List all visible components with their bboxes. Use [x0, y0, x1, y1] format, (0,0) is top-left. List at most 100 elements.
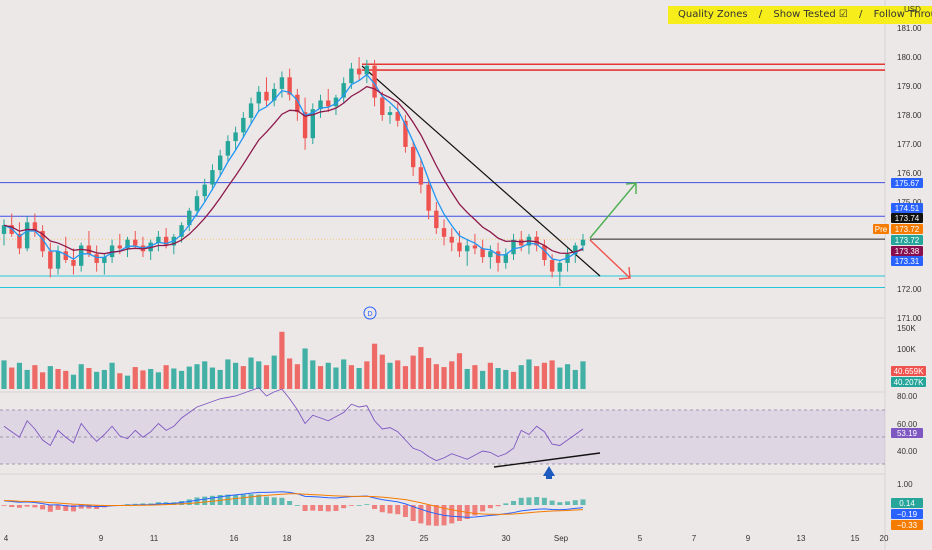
rsi-tick-label: 80.00 [897, 392, 918, 401]
bearish-arrow-head [618, 266, 631, 280]
price-badge: 173.74 [895, 214, 920, 223]
quality-zones-label[interactable]: Quality Zones [678, 9, 748, 20]
candle-body [163, 236, 169, 246]
time-tick-label: 16 [230, 534, 239, 543]
volume-bar [518, 365, 524, 389]
price-tick-label: 175.00 [897, 198, 922, 207]
volume-bar [202, 361, 208, 389]
macd-histogram-bar [503, 503, 509, 505]
trend-drawings[interactable] [361, 65, 637, 479]
volume-bar [557, 367, 563, 389]
volume-bar [124, 375, 131, 389]
volume-bar [348, 365, 354, 389]
volume-bar [456, 353, 463, 389]
macd-histogram-bar [426, 505, 432, 526]
volume-bar [163, 365, 169, 389]
macd-histogram-bar [480, 505, 486, 512]
candle-body [410, 146, 416, 168]
volume-bar [441, 367, 447, 389]
volume-bar [132, 367, 138, 389]
volume-bar [402, 366, 409, 389]
macd-histogram-bar [140, 503, 146, 505]
candle-body [225, 141, 231, 156]
candle-body [264, 91, 269, 101]
candle-body [256, 91, 261, 104]
time-tick-label: 9 [746, 534, 751, 543]
candle-body [102, 257, 107, 263]
candle-body [403, 120, 408, 147]
event-marker-icon[interactable] [363, 306, 377, 320]
macd-badge-bg [891, 509, 923, 519]
macd-histogram-bar [132, 503, 138, 505]
volume-bar [356, 368, 362, 389]
macd-histogram-bar [565, 501, 571, 505]
rsi-band [0, 410, 885, 464]
candle-body [279, 77, 285, 89]
macd-histogram-bar [186, 499, 192, 505]
macd-badge: 0.14 [899, 499, 915, 508]
price-badge: 175.67 [895, 179, 920, 188]
volume-bar [364, 361, 370, 389]
candle-body [495, 251, 501, 263]
candle-body [40, 231, 45, 252]
volume-bar [24, 369, 30, 389]
macd-histogram-bar [233, 494, 239, 505]
time-tick-label: 5 [638, 534, 643, 543]
event-marker-label: D [367, 311, 372, 318]
macd-histogram-bar [287, 501, 293, 505]
volume-bar [63, 370, 69, 389]
macd-histogram-bar [402, 505, 408, 517]
downtrend-line[interactable] [361, 65, 601, 277]
macd-histogram-bar [433, 505, 439, 526]
macd-badge: −0.19 [897, 510, 918, 519]
volume-bar [78, 364, 84, 389]
show-tested-toggle[interactable]: Show Tested ☑ [773, 9, 848, 20]
volume-bar [317, 366, 324, 389]
time-tick-label: 23 [366, 534, 375, 543]
volume-bar [117, 373, 123, 389]
volume-bar [148, 368, 154, 389]
volume-bar [209, 367, 216, 389]
macd-histogram-bar [580, 499, 586, 505]
volume-bar [395, 360, 401, 389]
candle-body [287, 77, 292, 95]
follow-through-toggle[interactable]: Follow Through ☑ [873, 9, 932, 20]
up-arrow-marker [543, 466, 555, 476]
macd-histogram-bar [16, 505, 22, 508]
candle-body [79, 245, 84, 266]
fast-ema-line [3, 73, 584, 262]
macd-histogram-bar [372, 505, 378, 509]
candle-body [156, 236, 161, 243]
candle-body [148, 242, 153, 252]
candle-body [179, 225, 184, 237]
volume-bar [47, 366, 53, 389]
macd-histogram-bar [364, 504, 370, 505]
indicator-settings-banner[interactable]: Quality Zones / Show Tested ☑ / Follow T… [668, 6, 932, 24]
volume-tick-label: 100K [897, 345, 916, 354]
price-tick-label: 171.00 [897, 314, 922, 323]
volume-bar [86, 368, 92, 389]
macd-histogram-bar [572, 500, 578, 505]
volume-bar [572, 369, 578, 389]
volume-bar [279, 331, 285, 389]
candle-body [503, 254, 508, 263]
macd-histogram-bar [202, 496, 208, 505]
volume-bar [379, 354, 385, 389]
macd-histogram-bar [179, 501, 185, 505]
price-badge: 173.72 [895, 236, 920, 245]
price-tick-label: 178.00 [897, 111, 922, 120]
macd-histogram-bar [302, 505, 308, 511]
candle-body [457, 242, 462, 252]
bearish-arrow [589, 239, 631, 279]
macd-histogram-bar [348, 505, 354, 506]
candle-body [318, 100, 323, 110]
macd-histogram-bar [526, 497, 532, 505]
volume-bar [1, 360, 7, 389]
volume-badge: 40.207K [894, 378, 924, 387]
volume-bar [534, 366, 540, 389]
candle-body [349, 68, 354, 84]
candle-body [241, 117, 246, 133]
macd-histogram-bar [456, 505, 462, 521]
rsi-trendline[interactable] [493, 452, 601, 468]
